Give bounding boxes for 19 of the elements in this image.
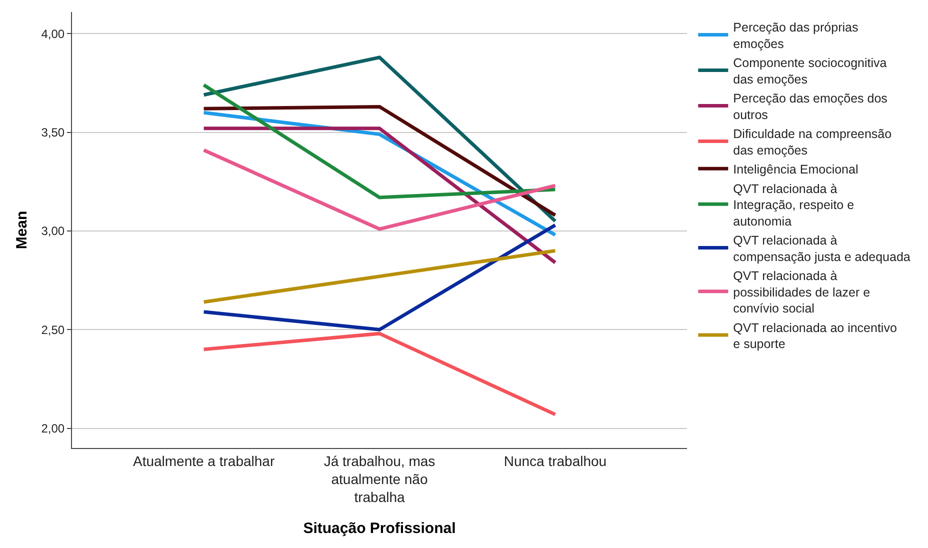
legend-label: Dificuldade na compreensão das emoções [733,127,892,158]
legend-label: Perceção das emoções dos outros [733,92,888,122]
y-axis-title: Mean [13,210,30,250]
x-tick-label: Já trabalhou, mas atualmente não trabalha [324,452,436,506]
legend-label: Perceção das próprias emoções [733,20,858,51]
y-tick-label: 2,50 [41,322,65,337]
x-axis-title: Situação Profissional [303,520,456,538]
legend-label: QVT relacionada à compensação justa e adequada [733,234,910,264]
legend-label: Inteligência Emocional [733,162,858,176]
legend-label: QVT relacionada ao incentivo e suporte [733,320,897,351]
x-tick-label: Atualmente a trabalhar [132,452,275,469]
x-tick-label: Nunca trabalhou [504,452,607,469]
y-tick-label: 3,50 [41,126,65,140]
y-tick-label: 4,00 [41,26,65,41]
y-tick-label: 2,00 [41,421,65,436]
legend-label: QVT relacionada à possibilidades de lazer e convívio social [733,269,870,316]
legend-label: QVT relacionada à Integração, respeito e autonomia [733,182,854,228]
y-tick-label: 3,00 [41,224,65,238]
legend-label: Componente sociocognitiva das emoções [733,56,887,86]
